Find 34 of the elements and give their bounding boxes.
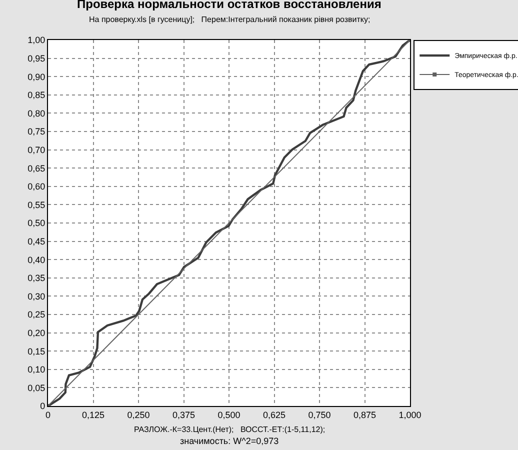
x-tick-label: 0,875 (353, 410, 376, 420)
x-tick-label: 0,375 (172, 410, 196, 420)
text: значимость: W^2=0,973 (180, 436, 279, 446)
y-tick-label: 0,95 (28, 53, 46, 64)
x-tick-label: 0,250 (127, 410, 150, 420)
y-tick-label: 0,60 (28, 182, 46, 192)
x-tick-label: 0,125 (82, 410, 105, 420)
line-series (48, 40, 410, 406)
y-tick-label: 0,90 (28, 72, 46, 82)
y-tick-label: 0,30 (28, 291, 46, 302)
y-tick-label: 0,45 (28, 236, 46, 246)
y-tick-label: 1,00 (28, 35, 46, 46)
y-tick-label: 0,05 (28, 382, 46, 393)
x-tick-label: 1,000 (398, 410, 422, 420)
y-tick-label: 0,80 (28, 108, 46, 118)
chart-subtitle: На проверку.xls [в гусеницу]; Перем:Інтегральний показник рівня розвитку; (89, 15, 370, 24)
x-axis-title: РАЗЛОЖ.-К=33.Цент.(Нет); ВОССТ.-ЕТ:(1-5,11,12); (134, 425, 326, 434)
y-tick-label: 0,15 (28, 346, 46, 356)
x-tick-label: 0,625 (262, 410, 286, 420)
x-tick-label: 0,750 (308, 410, 331, 420)
y-tick-label: 0,55 (28, 200, 46, 210)
y-tick-label: 0,70 (28, 144, 46, 155)
y-tick-label: 0,75 (28, 126, 46, 137)
y-tick-label: 0,10 (28, 364, 46, 375)
y-tick-label: 0,40 (28, 254, 46, 265)
y-tick-label: 0,65 (28, 163, 46, 174)
chart-title: Проверка нормальности остатков восстановления (77, 0, 382, 11)
y-tick-label: 0,50 (28, 218, 46, 228)
y-tick-label: 0,35 (28, 273, 46, 284)
x-tick-label: 0,500 (218, 410, 240, 420)
y-tick-label: 0 (40, 401, 46, 412)
y-tick-label: 0,25 (28, 310, 46, 320)
y-tick-label: 0,20 (28, 328, 46, 338)
y-tick-label: 0,85 (28, 90, 46, 100)
